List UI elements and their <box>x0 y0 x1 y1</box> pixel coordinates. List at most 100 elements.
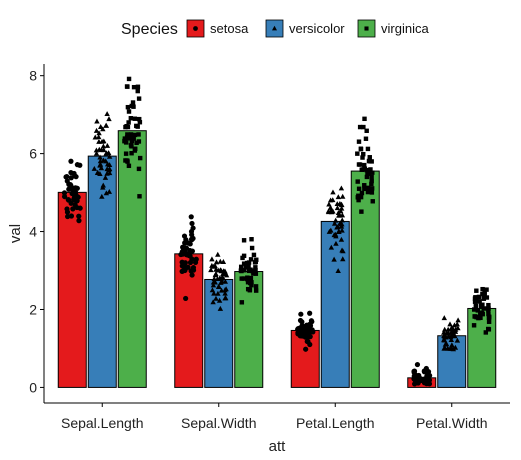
point-virginica <box>369 190 375 195</box>
y-axis-title: val <box>7 224 24 243</box>
point-setosa <box>61 190 68 196</box>
point-setosa <box>189 248 195 254</box>
point-virginica <box>355 179 360 184</box>
point-virginica <box>473 303 478 309</box>
legend: Species setosa versicolor virginica <box>121 19 429 38</box>
point-virginica <box>128 143 134 148</box>
point-virginica <box>245 280 251 285</box>
point-setosa <box>304 334 311 340</box>
point-virginica <box>253 265 258 270</box>
point-setosa <box>295 326 301 332</box>
point-virginica <box>370 170 375 175</box>
point-virginica <box>123 124 128 130</box>
bar-virginica-Petal.Width <box>467 307 497 388</box>
point-virginica <box>125 124 131 130</box>
point-virginica <box>135 84 141 89</box>
point-virginica <box>246 260 252 265</box>
point-versicolor <box>339 193 346 199</box>
point-setosa <box>189 220 195 227</box>
point-virginica <box>358 194 364 200</box>
point-virginica <box>137 116 142 122</box>
point-virginica <box>479 310 485 316</box>
point-versicolor <box>222 295 228 301</box>
point-versicolor <box>441 315 448 321</box>
point-versicolor <box>325 208 332 214</box>
jitter-points <box>61 76 492 387</box>
point-virginica <box>243 265 249 270</box>
point-virginica <box>486 315 492 320</box>
point-virginica <box>475 299 480 304</box>
point-versicolor <box>336 228 342 234</box>
point-versicolor <box>99 193 105 199</box>
point-virginica <box>132 132 138 138</box>
point-versicolor <box>223 286 229 292</box>
point-versicolor <box>451 322 458 328</box>
point-virginica <box>130 100 136 105</box>
point-virginica <box>355 151 360 156</box>
point-versicolor <box>335 224 341 230</box>
point-virginica <box>131 84 137 90</box>
point-versicolor <box>443 330 450 336</box>
point-versicolor <box>339 247 345 253</box>
point-versicolor <box>340 256 346 262</box>
point-virginica <box>367 187 373 192</box>
point-versicolor <box>334 205 341 211</box>
point-virginica <box>253 268 258 273</box>
point-versicolor <box>454 337 461 343</box>
point-setosa <box>182 267 188 273</box>
point-versicolor <box>103 190 110 196</box>
point-setosa <box>71 170 77 177</box>
point-versicolor <box>93 147 100 153</box>
point-virginica <box>247 267 253 273</box>
point-virginica <box>364 174 370 180</box>
point-versicolor <box>215 251 221 257</box>
point-setosa <box>180 260 186 266</box>
point-virginica <box>362 186 367 191</box>
point-virginica <box>474 288 479 293</box>
point-virginica <box>361 124 366 130</box>
legend-label-setosa: setosa <box>210 21 249 36</box>
point-virginica <box>124 158 130 163</box>
legend-label-virginica: virginica <box>381 21 429 36</box>
point-setosa <box>72 185 78 192</box>
point-virginica <box>367 155 372 160</box>
point-virginica <box>486 327 492 332</box>
point-setosa <box>183 295 189 302</box>
point-versicolor <box>222 290 228 296</box>
point-setosa <box>64 209 71 215</box>
point-virginica <box>358 146 364 152</box>
bar-virginica-Petal.Length <box>350 170 380 388</box>
point-setosa <box>301 330 307 336</box>
point-versicolor <box>93 150 100 156</box>
point-virginica <box>248 275 254 281</box>
point-setosa <box>411 368 417 374</box>
point-versicolor <box>448 337 455 343</box>
legend-label-versicolor: versicolor <box>289 21 345 36</box>
point-setosa <box>68 200 74 206</box>
point-virginica <box>475 308 481 313</box>
point-versicolor <box>100 143 107 149</box>
point-virginica <box>136 139 142 144</box>
point-versicolor <box>98 147 105 153</box>
point-versicolor <box>210 282 217 288</box>
axes: 0 2 4 6 8 Sepal.Length Sepal.Width Petal.Length… <box>29 64 510 431</box>
point-virginica <box>253 284 259 289</box>
point-setosa <box>305 327 311 333</box>
point-virginica <box>356 139 362 144</box>
point-versicolor <box>333 240 339 246</box>
point-setosa <box>192 259 199 265</box>
point-virginica <box>359 167 365 172</box>
point-versicolor <box>327 204 334 210</box>
point-versicolor <box>106 188 113 194</box>
bar-versicolor-Petal.Length <box>320 220 350 388</box>
point-versicolor <box>328 244 335 250</box>
point-versicolor <box>209 256 215 262</box>
point-versicolor <box>220 259 227 264</box>
bar-setosa-Sepal.Length <box>57 191 87 388</box>
point-virginica <box>122 138 127 144</box>
point-virginica <box>472 296 478 301</box>
point-versicolor <box>441 326 448 332</box>
point-setosa <box>66 186 72 192</box>
